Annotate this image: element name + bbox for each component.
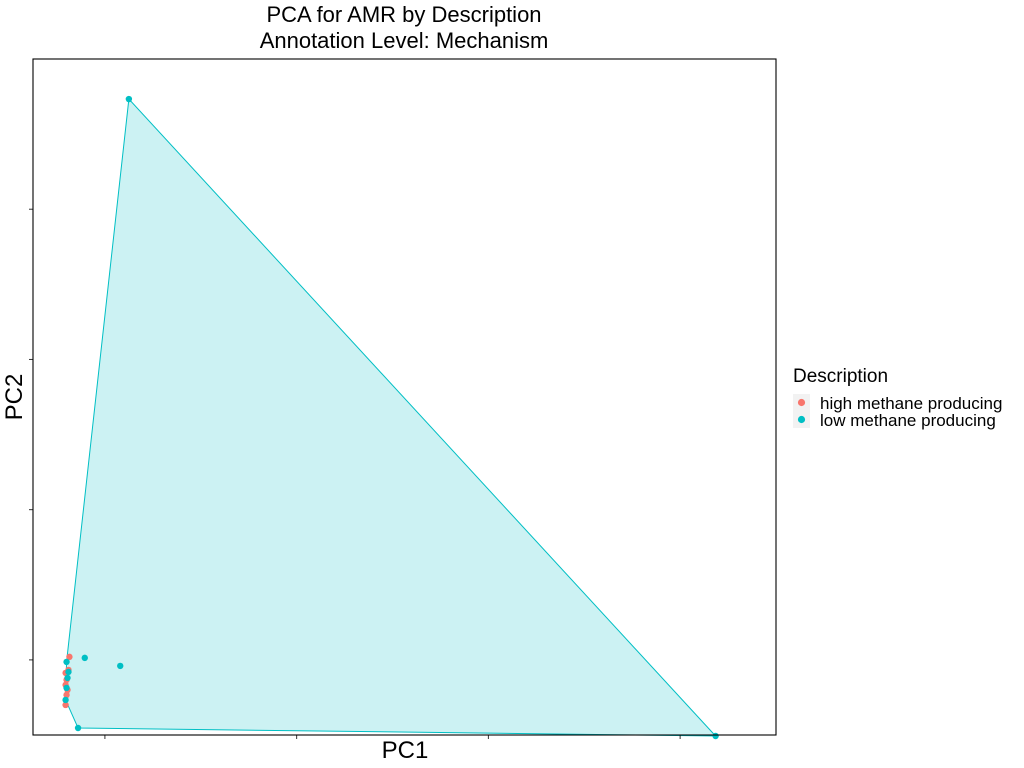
hull-low-methane xyxy=(65,97,717,737)
point-high-methane xyxy=(63,691,70,699)
hull-layer xyxy=(65,97,717,737)
point-low-methane xyxy=(125,95,133,103)
point-low-methane xyxy=(63,658,70,666)
y-axis-label: PC2 xyxy=(1,374,28,421)
point-low-methane xyxy=(117,662,124,670)
plot-panel-border xyxy=(32,58,777,736)
legend-key-high-methane xyxy=(797,398,806,407)
point-high-methane xyxy=(62,701,69,709)
point-low-methane xyxy=(63,684,70,692)
point-low-methane xyxy=(64,674,71,682)
point-low-methane xyxy=(65,668,72,676)
legend-label-low-methane: low methane producing xyxy=(820,411,996,430)
chart-title: PCA for AMR by Description xyxy=(266,2,541,27)
point-low-methane xyxy=(62,696,69,704)
point-high-methane xyxy=(66,653,73,661)
legend-label-high-methane: high methane producing xyxy=(820,394,1002,413)
x-axis-label: PC1 xyxy=(382,737,429,764)
chart-subtitle: Annotation Level: Mechanism xyxy=(260,28,549,53)
point-low-methane xyxy=(74,724,82,732)
point-low-methane xyxy=(712,732,719,740)
legend: Description high methane producing low m… xyxy=(793,366,1002,430)
points-layer xyxy=(62,95,719,740)
legend-key-low-methane xyxy=(797,415,806,424)
axis-ticks xyxy=(29,208,681,739)
legend-title: Description xyxy=(793,366,888,387)
point-low-methane xyxy=(81,654,88,662)
